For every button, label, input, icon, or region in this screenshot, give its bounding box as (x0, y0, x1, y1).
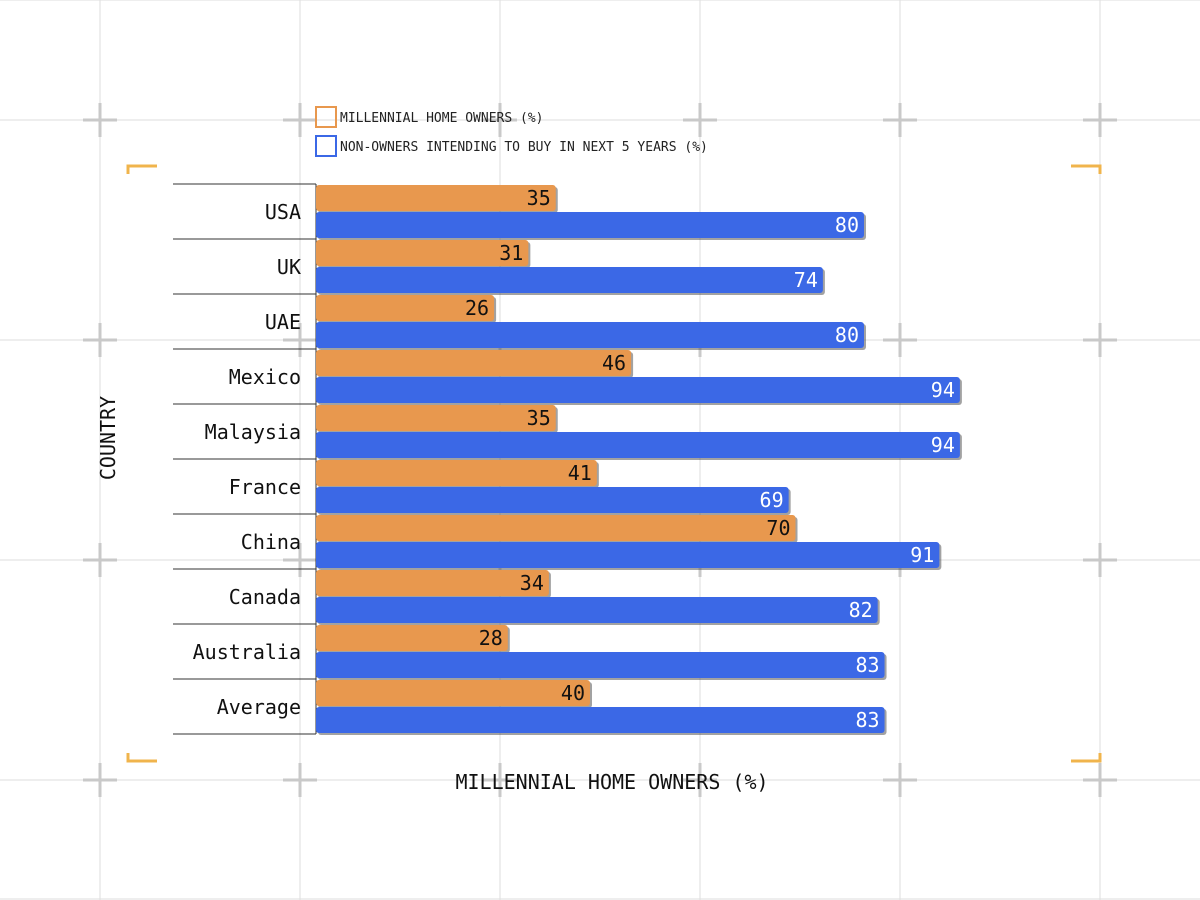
data-label-owners: 26 (465, 296, 489, 320)
bar-owners (316, 405, 556, 431)
grid-cross-marker (1083, 323, 1117, 357)
grid-cross-marker (883, 763, 917, 797)
grid-cross-marker (1083, 543, 1117, 577)
category-label: Mexico (229, 365, 301, 389)
data-label-owners: 41 (568, 461, 592, 485)
grid-cross-marker (683, 763, 717, 797)
bar-owners (316, 625, 508, 651)
bar-owners (316, 460, 597, 486)
category-label: UK (277, 255, 301, 279)
y-axis-title: COUNTRY (96, 396, 120, 480)
grid-cross-marker (1083, 763, 1117, 797)
bar-non-owners (316, 487, 789, 513)
category-label: France (229, 475, 301, 499)
data-label-non-owners: 94 (931, 433, 955, 457)
bar-owners (316, 680, 590, 706)
category-label: Average (217, 695, 301, 719)
bar-non-owners (316, 267, 823, 293)
legend-label-owners: MILLENNIAL HOME OWNERS (%) (340, 111, 544, 126)
grid-cross-marker (283, 103, 317, 137)
grid-cross-marker (883, 323, 917, 357)
grid-cross-marker (283, 323, 317, 357)
grid-cross-marker (483, 763, 517, 797)
data-label-owners: 35 (527, 406, 551, 430)
grid-cross-marker (683, 103, 717, 137)
bar-owners (316, 185, 556, 211)
grid-cross-marker (283, 543, 317, 577)
bar-non-owners (316, 597, 878, 623)
bar-non-owners (316, 377, 960, 403)
legend-swatch-owners (315, 106, 337, 128)
category-label: Malaysia (205, 420, 301, 444)
grid-cross-marker (283, 763, 317, 797)
data-label-non-owners: 69 (760, 488, 784, 512)
bar-non-owners (316, 212, 864, 238)
data-label-non-owners: 80 (835, 323, 859, 347)
data-label-non-owners: 80 (835, 213, 859, 237)
corner-bracket (1071, 753, 1102, 763)
corner-bracket (126, 164, 157, 174)
data-label-owners: 40 (561, 681, 585, 705)
grid-cross-marker (1083, 103, 1117, 137)
grid-cross-marker (483, 103, 517, 137)
bar-non-owners (316, 707, 885, 733)
bar-non-owners (316, 652, 885, 678)
legend-label-non-owners: NON-OWNERS INTENDING TO BUY IN NEXT 5 YE… (340, 140, 708, 155)
category-label: UAE (265, 310, 301, 334)
category-label: Canada (229, 585, 301, 609)
data-label-non-owners: 83 (855, 653, 879, 677)
data-label-owners: 70 (766, 516, 790, 540)
grid-cross-marker (83, 763, 117, 797)
category-label: China (241, 530, 301, 554)
bar-owners (316, 295, 495, 321)
bar-non-owners (316, 432, 960, 458)
bar-owners (316, 350, 632, 376)
data-label-non-owners: 82 (849, 598, 873, 622)
grid-cross-marker (83, 103, 117, 137)
corner-bracket (126, 753, 157, 763)
legend-swatch-non-owners (315, 135, 337, 157)
bar-non-owners (316, 322, 864, 348)
bar-owners (316, 240, 529, 266)
corner-bracket (1071, 164, 1102, 174)
axes: USA UK UAE Mexico Malaysia France China Canada A… (173, 183, 317, 735)
bar-owners (316, 570, 549, 596)
bar-non-owners (316, 542, 940, 568)
x-axis-title: MILLENNIAL HOME OWNERS (%) (455, 770, 768, 794)
legend: MILLENNIAL HOME OWNERS (%) NON-OWNERS IN… (315, 106, 708, 157)
data-label-owners: 28 (479, 626, 503, 650)
data-label-owners: 35 (527, 186, 551, 210)
grid-cross-marker (883, 103, 917, 137)
grid-cross-marker (83, 543, 117, 577)
data-label-non-owners: 91 (910, 543, 934, 567)
data-label-owners: 46 (602, 351, 626, 375)
data-label-owners: 34 (520, 571, 544, 595)
data-label-non-owners: 94 (931, 378, 955, 402)
grid-cross-marker (83, 323, 117, 357)
data-label-non-owners: 83 (855, 708, 879, 732)
category-label: USA (265, 200, 301, 224)
bars: 35 80 31 74 26 80 46 94 35 94 41 69 70 91 34 82 28 83 40 83 (316, 185, 962, 735)
data-label-owners: 31 (499, 241, 523, 265)
data-label-non-owners: 74 (794, 268, 818, 292)
category-label: Australia (193, 640, 301, 664)
bar-owners (316, 515, 796, 541)
